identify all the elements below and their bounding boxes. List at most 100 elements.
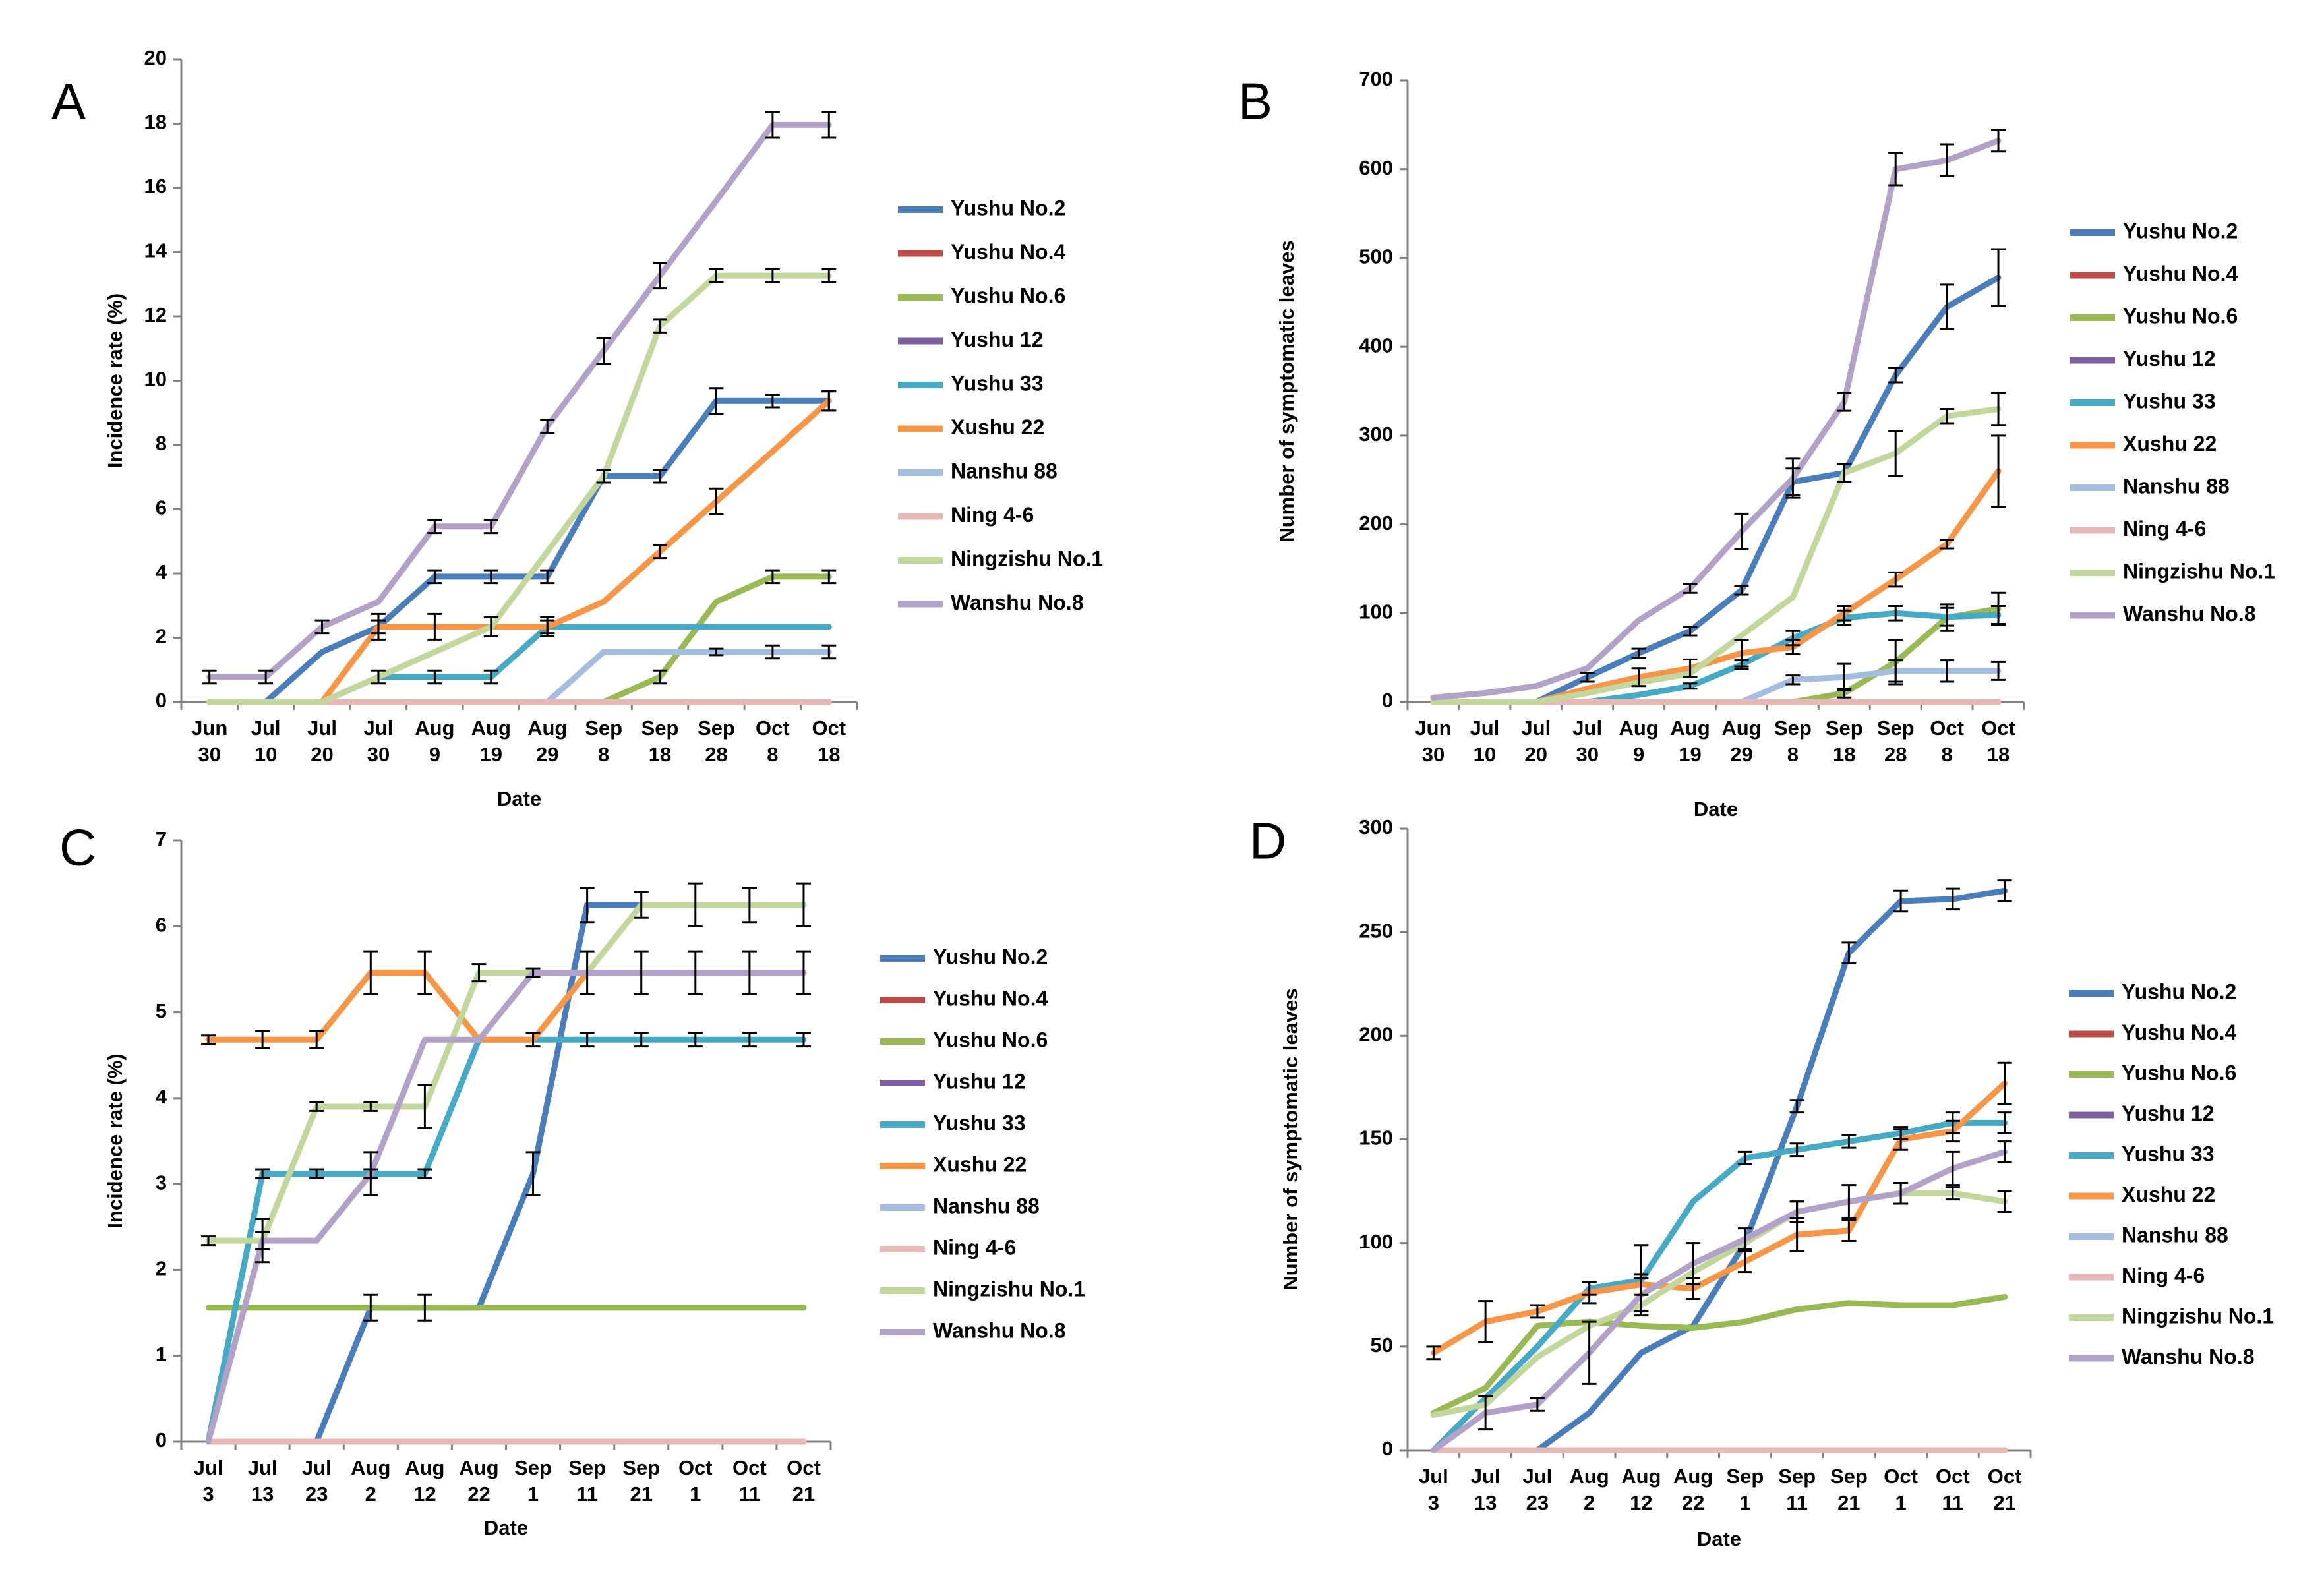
- x-tick-label-day: 3: [1428, 1491, 1439, 1514]
- x-tick-label-day: 8: [598, 743, 609, 766]
- series-line-ningzishu-no-1: [206, 272, 832, 705]
- x-tick-label-month: Oct: [812, 717, 846, 740]
- x-tick-label-day: 23: [1526, 1491, 1549, 1514]
- x-tick-label-month: Oct: [732, 1456, 767, 1479]
- legend-label: Yushu 33: [2123, 389, 2216, 413]
- y-tick-label: 2: [156, 625, 167, 648]
- x-tick-label-day: 11: [576, 1482, 598, 1506]
- x-tick-label-month: Jul: [1471, 1465, 1501, 1488]
- y-axis-title: Number of symptomatic leaves: [1279, 988, 1302, 1290]
- x-tick-label-month: Sep: [585, 717, 622, 740]
- x-tick-label-month: Aug: [471, 717, 511, 740]
- legend: Yushu No.2 Yushu No.4 Yushu No.6 Yushu 12 Yu…: [2069, 980, 2274, 1368]
- y-tick-label: 0: [156, 689, 167, 712]
- y-axis-title: Incidence rate (%): [104, 1053, 127, 1228]
- x-tick-label-month: Sep: [622, 1456, 660, 1479]
- y-tick-label: 150: [1359, 1127, 1393, 1150]
- legend-label: Nanshu 88: [2122, 1223, 2228, 1247]
- y-tick-label: 0: [156, 1428, 167, 1452]
- series-line-wanshu-no-8: [206, 121, 832, 680]
- y-tick-label: 1: [156, 1343, 167, 1366]
- x-tick-label-day: 3: [202, 1482, 214, 1506]
- x-tick-label-day: 21: [792, 1482, 815, 1506]
- x-tick-label-day: 30: [198, 743, 220, 766]
- y-tick-label: 600: [1359, 156, 1393, 179]
- legend-label: Wanshu No.8: [951, 591, 1083, 614]
- x-tick-label-month: Oct: [756, 717, 790, 740]
- x-tick-label-day: 23: [305, 1482, 328, 1506]
- y-tick-label: 400: [1359, 334, 1393, 357]
- x-tick-label-month: Sep: [698, 717, 735, 740]
- x-tick-label-day: 21: [1993, 1491, 2015, 1514]
- y-tick-label: 12: [144, 303, 167, 326]
- x-tick-label-day: 13: [251, 1482, 274, 1506]
- x-tick-label-day: 18: [818, 743, 840, 766]
- legend-label: Yushu No.4: [933, 986, 1048, 1010]
- legend-label: Xushu 22: [2123, 432, 2217, 455]
- y-tick-label: 0: [1382, 1437, 1393, 1460]
- panel-label: A: [51, 73, 86, 131]
- x-tick-label-day: 12: [413, 1482, 436, 1506]
- legend-label: Yushu No.6: [933, 1028, 1048, 1051]
- y-tick-label: 4: [156, 560, 167, 583]
- legend-label: Wanshu No.8: [2123, 602, 2255, 626]
- legend-label: Yushu No.4: [2123, 262, 2238, 285]
- x-tick-label-month: Sep: [568, 1456, 606, 1479]
- series-line-yushu-no-2: [206, 397, 832, 705]
- y-axis-title: Incidence rate (%): [104, 293, 127, 468]
- x-tick-label-day: 19: [480, 743, 502, 766]
- legend-label: Ningzishu No.1: [933, 1277, 1085, 1301]
- legend-label: Yushu 12: [933, 1069, 1026, 1093]
- x-tick-label-day: 18: [1833, 743, 1855, 766]
- panel-label: B: [1238, 73, 1272, 131]
- legend-label: Wanshu No.8: [933, 1318, 1065, 1342]
- legend-label: Yushu No.2: [2122, 980, 2236, 1003]
- legend-label: Ning 4-6: [2122, 1264, 2205, 1287]
- x-tick-label-month: Sep: [1778, 1465, 1816, 1488]
- x-tick-label-month: Jul: [1470, 717, 1499, 740]
- x-tick-label-day: 11: [1786, 1491, 1808, 1514]
- y-tick-label: 3: [156, 1171, 167, 1194]
- y-tick-label: 16: [144, 175, 167, 198]
- y-tick-label: 200: [1359, 512, 1393, 535]
- x-tick-label-day: 1: [1895, 1491, 1907, 1514]
- y-tick-label: 10: [144, 368, 167, 391]
- y-tick-label: 2: [156, 1257, 167, 1280]
- legend: Yushu No.2 Yushu No.4 Yushu No.6 Yushu 12 Yu…: [898, 196, 1103, 614]
- x-tick-label-month: Oct: [787, 1456, 821, 1479]
- panel-b: B 0 100 200 300 400 500 600 700 Jun 30 Jul 10 Jul 20 Ju…: [1238, 67, 2275, 821]
- y-tick-label: 4: [156, 1085, 167, 1108]
- legend-label: Yushu No.6: [951, 283, 1065, 307]
- series-line-wanshu-no-8: [205, 970, 807, 1445]
- x-tick-label-month: Sep: [1774, 717, 1812, 740]
- x-tick-label-day: 21: [1837, 1491, 1860, 1514]
- x-tick-label-month: Aug: [459, 1456, 498, 1479]
- x-tick-label-month: Aug: [1673, 1465, 1713, 1488]
- x-tick-label-day: 20: [1525, 743, 1547, 766]
- y-tick-label: 18: [144, 111, 167, 134]
- x-tick-label-day: 30: [1576, 743, 1598, 766]
- legend-label: Nanshu 88: [951, 459, 1058, 483]
- x-tick-label-day: 9: [429, 743, 440, 766]
- legend-label: Ningzishu No.1: [2123, 559, 2275, 583]
- panel-label: C: [59, 819, 96, 877]
- y-tick-label: 6: [156, 913, 167, 936]
- x-tick-label-month: Aug: [405, 1456, 444, 1479]
- x-tick-label-day: 1: [1739, 1491, 1750, 1514]
- x-tick-label-month: Oct: [1988, 1465, 2022, 1488]
- legend-label: Yushu No.4: [951, 240, 1065, 264]
- y-tick-label: 20: [144, 46, 167, 69]
- x-tick-label-day: 28: [705, 743, 727, 766]
- y-tick-label: 0: [1382, 689, 1393, 712]
- x-tick-label-month: Oct: [1981, 717, 2015, 740]
- x-tick-label-month: Jul: [302, 1456, 332, 1479]
- x-tick-label-month: Jul: [307, 717, 337, 740]
- series-line-yushu-33: [1430, 1119, 2008, 1453]
- x-tick-label-day: 8: [1942, 743, 1953, 766]
- x-tick-label-month: Oct: [1930, 717, 1964, 740]
- x-tick-label-day: 10: [254, 743, 277, 766]
- legend-label: Yushu 12: [2122, 1101, 2215, 1125]
- legend-label: Ning 4-6: [951, 503, 1034, 527]
